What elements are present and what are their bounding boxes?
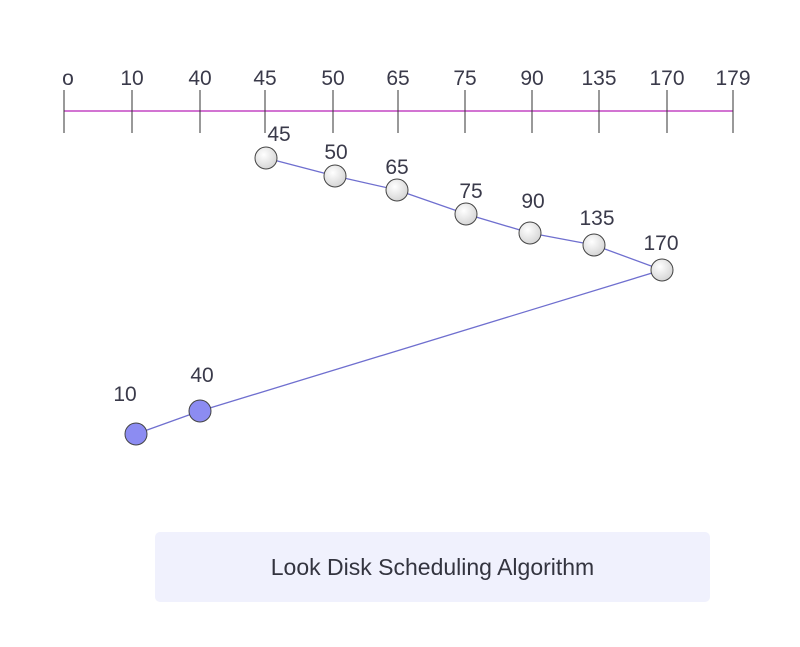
request-node <box>518 221 542 245</box>
track-axis: o 10 40 45 50 65 75 90 135 170 179 <box>62 67 751 133</box>
request-node-label: 90 <box>521 190 544 213</box>
request-node-highlighted <box>188 399 212 423</box>
request-node <box>323 164 347 188</box>
seek-segment <box>265 157 336 177</box>
request-node <box>582 233 606 257</box>
axis-tick-label: 90 <box>520 67 543 90</box>
seek-segment <box>396 189 467 215</box>
request-node <box>650 258 674 282</box>
axis-tick-label: 10 <box>120 67 143 90</box>
axis-tick-label: 75 <box>453 67 476 90</box>
caption-box: Look Disk Scheduling Algorithm <box>155 532 710 602</box>
seek-segment <box>199 269 663 412</box>
axis-tick-label: 45 <box>253 67 276 90</box>
diagram-title: Look Disk Scheduling Algorithm <box>270 553 595 580</box>
request-node-label: 75 <box>459 180 482 203</box>
request-node-label: 65 <box>385 156 408 179</box>
axis-tick-label: 40 <box>188 67 211 90</box>
request-node-label: 135 <box>579 207 614 230</box>
request-nodes: 45 50 65 75 90 135 170 40 10 <box>113 123 679 446</box>
seek-segment <box>593 244 663 271</box>
request-node-label: 50 <box>324 141 347 164</box>
axis-tick-label: 65 <box>386 67 409 90</box>
axis-tick-label: 170 <box>649 67 684 90</box>
axis-tick-label: 135 <box>581 67 616 90</box>
request-node-label: 170 <box>643 232 678 255</box>
request-node <box>454 202 478 226</box>
axis-tick-label: o <box>62 67 74 90</box>
request-node <box>385 178 409 202</box>
request-node-label: 10 <box>113 383 136 406</box>
request-node-label: 40 <box>190 364 213 387</box>
request-node <box>254 146 278 170</box>
request-node-highlighted <box>124 422 148 446</box>
axis-tick-label: 50 <box>321 67 344 90</box>
request-node-label: 45 <box>267 123 290 146</box>
axis-tick-label: 179 <box>715 67 750 90</box>
